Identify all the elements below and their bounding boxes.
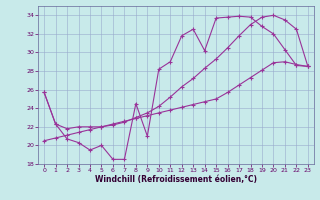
X-axis label: Windchill (Refroidissement éolien,°C): Windchill (Refroidissement éolien,°C) [95,175,257,184]
